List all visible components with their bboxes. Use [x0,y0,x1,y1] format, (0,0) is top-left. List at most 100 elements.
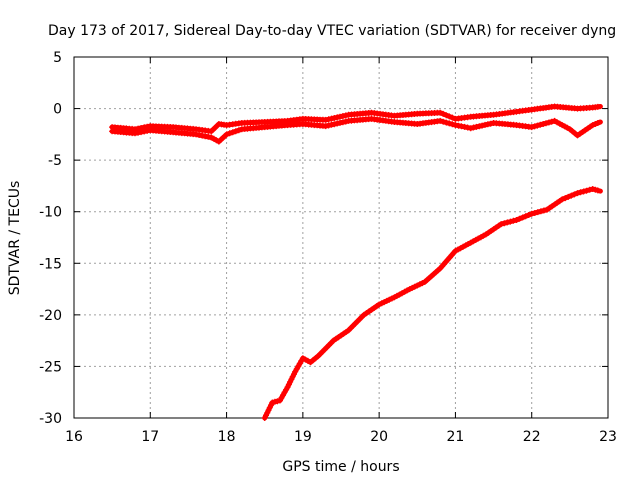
data-point [148,124,152,128]
data-point [560,197,564,201]
data-point [591,106,595,109]
y-tick-label: -30 [39,411,62,427]
data-point [515,218,518,222]
data-point [217,122,221,126]
data-point [515,110,518,114]
y-tick-label: -5 [48,153,62,169]
data-point [392,295,396,299]
data-point [217,140,221,144]
data-point [415,112,419,116]
data-point [309,360,312,364]
data-point [576,107,579,111]
data-point [278,399,282,402]
data-point [415,122,419,126]
data-point [392,120,396,124]
data-point [270,401,274,404]
data-point [530,108,534,112]
y-tick-label: -20 [39,308,62,324]
data-point [286,119,290,123]
data-point [133,127,137,131]
data-point [225,132,229,136]
data-point [370,111,373,115]
data-point [110,125,114,129]
y-tick-label: 5 [53,50,62,66]
y-axis-ticks: 5 0 -5 -10 -15 -20 -25 -30 [39,50,608,427]
data-point [194,132,198,136]
data-point [576,133,579,137]
plot-border [73,56,609,419]
data-point [591,123,595,127]
x-tick-label: 20 [370,429,388,445]
data-point [515,123,518,127]
data-point [301,122,305,126]
data-point [576,191,579,195]
data-point [316,354,320,358]
data-point [324,118,328,122]
data-point [377,303,381,306]
data-point [469,115,473,119]
data-point [209,129,213,133]
data-point [598,120,602,124]
data-point [453,117,457,121]
y-tick-label: -15 [39,256,62,272]
data-point [408,287,412,291]
data-point [286,123,290,127]
x-tick-label: 18 [218,429,236,445]
data-point [469,241,473,245]
x-axis-ticks: 16 17 18 19 20 21 22 23 [65,57,617,445]
data-point [148,128,152,132]
data-point [240,121,244,125]
data-point [171,130,175,134]
series-track-2 [109,115,603,145]
x-axis-label: GPS time / hours [282,459,399,475]
series-line [262,186,603,421]
data-point [423,280,427,284]
data-point [240,127,244,131]
data-point [263,120,267,124]
data-point [171,125,175,129]
data-point [545,208,549,212]
data-point [324,124,328,128]
y-tick-label: 0 [53,102,62,118]
data-point [492,113,496,117]
data-point [568,127,572,131]
data-point [293,370,297,374]
data-point [347,119,351,123]
series-markers [261,186,601,421]
chart-title: Day 173 of 2017, Sidereal Day-to-day VTE… [48,23,616,39]
data-point [110,129,114,133]
data-point [225,123,229,127]
y-axis-label: SDTVAR / TECUs [7,181,23,296]
data-point [453,123,457,127]
data-point [530,125,534,129]
data-point [438,111,442,115]
data-point [286,385,290,389]
data-point [530,212,534,216]
series-track-1 [109,103,603,135]
series-track-3 [261,186,603,421]
x-tick-label: 19 [294,429,312,445]
x-tick-label: 22 [523,429,541,445]
x-tick-label: 16 [65,429,83,445]
x-tick-label: 23 [599,429,617,445]
data-series [109,103,603,421]
data-point [194,127,198,131]
data-point [263,416,267,420]
data-point [484,232,488,236]
data-point [263,125,267,129]
x-tick-label: 17 [141,429,159,445]
data-point [347,328,351,332]
data-point [438,266,442,270]
data-point [362,313,366,317]
data-point [591,187,595,191]
data-point [598,189,602,193]
plot-frame [73,56,609,419]
data-point [499,222,503,226]
data-point [492,121,496,125]
data-point [438,119,442,123]
data-point [331,339,335,343]
data-point [209,136,213,139]
data-point [301,117,305,121]
data-point [553,119,557,123]
